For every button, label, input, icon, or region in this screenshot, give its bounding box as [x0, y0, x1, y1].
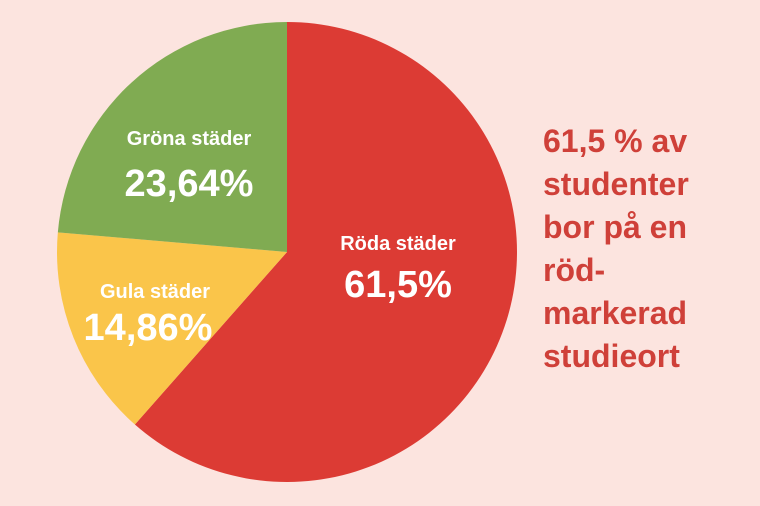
headline-line: studenter — [543, 166, 689, 202]
slice-value-label: 61,5% — [344, 264, 452, 306]
pie-slice — [134, 22, 517, 482]
pie-slice — [57, 22, 288, 252]
slice-value-label: 23,64% — [125, 163, 254, 205]
headline-line: bor på en — [543, 209, 688, 245]
slice-name-label: Röda städer — [340, 233, 456, 255]
pie-slices — [57, 22, 517, 482]
headline-line: markerad — [543, 295, 688, 331]
headline-line: studieort — [543, 338, 680, 374]
headline-line: 61,5 % av — [543, 123, 688, 159]
slice-value-label: 14,86% — [84, 307, 213, 349]
pie-slice — [57, 232, 287, 425]
headline-line: röd- — [543, 252, 606, 288]
pie-labels: Röda städer 61,5% Gula städer 14,86% Gröna s… — [84, 128, 456, 349]
slice-name-label: Gula städer — [100, 281, 210, 303]
headline-text: 61,5 % av studenter bor på en röd- marke… — [543, 120, 743, 378]
slice-name-label: Gröna städer — [127, 128, 252, 150]
